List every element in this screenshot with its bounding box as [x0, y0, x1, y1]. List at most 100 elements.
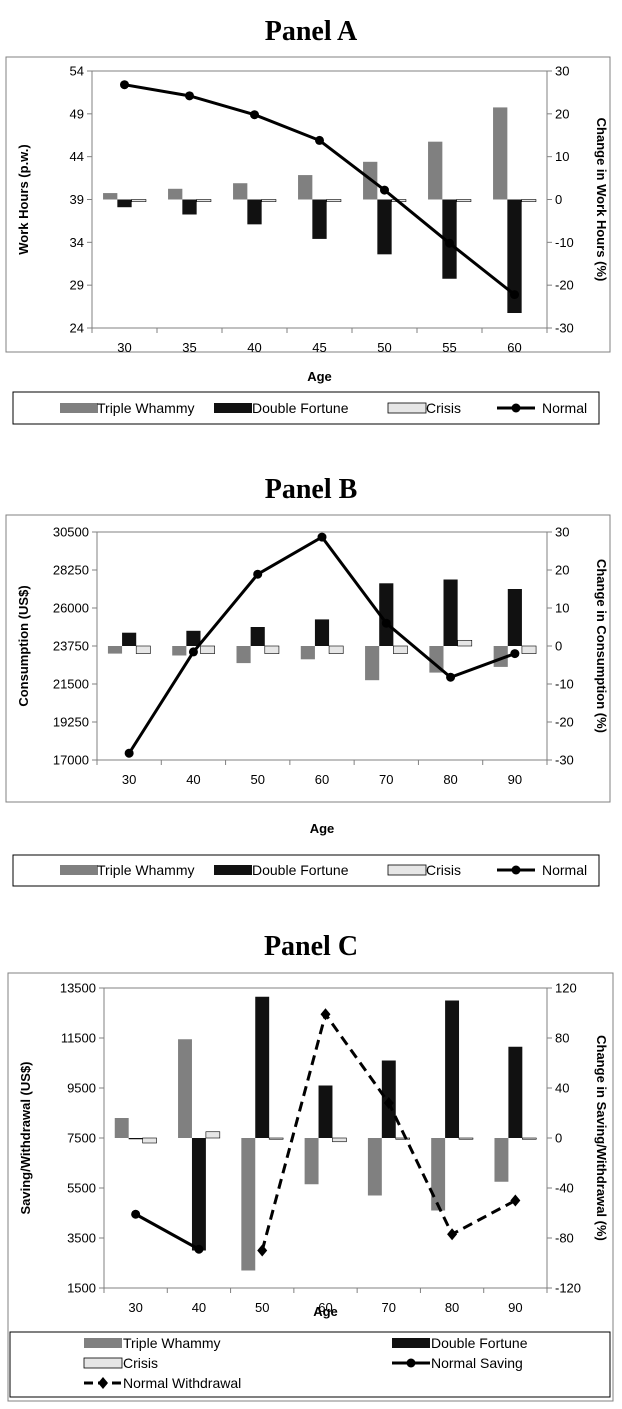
x-tick-label: 30: [117, 340, 131, 355]
bar-crisis: [521, 199, 537, 202]
x-axis-label: Age: [313, 1304, 338, 1319]
bar-crisis: [131, 199, 147, 202]
x-axis-label: Age: [307, 369, 332, 384]
left-tick-label: 30500: [53, 525, 89, 540]
right-tick-label: -10: [555, 677, 574, 692]
bar-crisis: [142, 1137, 157, 1144]
bar-crisis: [393, 645, 408, 654]
right-tick-label: -40: [555, 1181, 574, 1196]
legend-symbol-1: [214, 865, 252, 875]
bar-triple-whammy: [233, 183, 248, 200]
legend-symbol-0: [60, 865, 98, 875]
x-tick-label: 50: [255, 1300, 269, 1315]
bar-double-fortune: [117, 199, 132, 208]
legend-symbol-1: [392, 1338, 430, 1348]
left-tick-label: 49: [70, 106, 84, 121]
x-tick-label: 50: [377, 340, 391, 355]
legend-symbol-2: [387, 402, 427, 414]
legend-symbol-2: [387, 864, 427, 876]
right-tick-label: 20: [555, 106, 569, 121]
bar-double-fortune: [122, 632, 137, 646]
bar-crisis: [205, 1131, 221, 1139]
left-tick-label: 5500: [67, 1181, 96, 1196]
legend-label: Crisis: [426, 400, 461, 416]
bar-double-fortune: [507, 589, 522, 646]
bar-double-fortune: [247, 199, 262, 225]
bar-double-fortune: [379, 583, 394, 646]
series-line-normal-saving: [134, 1212, 200, 1251]
left-tick-label: 23750: [53, 639, 89, 654]
left-tick-label: 7500: [67, 1131, 96, 1146]
legend-symbol-0: [84, 1338, 122, 1348]
point-normal: [510, 290, 519, 300]
point-normal: [250, 110, 259, 120]
bar-crisis: [458, 1137, 474, 1140]
bar-triple-whammy: [103, 193, 118, 200]
right-tick-label: 30: [555, 525, 569, 540]
left-tick-label: 34: [70, 235, 84, 250]
point-normal: [317, 532, 327, 542]
x-tick-label: 30: [122, 772, 136, 787]
bar-triple-whammy: [236, 646, 251, 664]
point-normal: [120, 80, 129, 90]
right-tick-label: 20: [555, 563, 569, 578]
x-tick-label: 60: [315, 772, 329, 787]
x-tick-label: 70: [379, 772, 393, 787]
x-tick-label: 40: [247, 340, 261, 355]
bar-double-fortune: [186, 630, 201, 646]
panel-title: Panel A: [265, 16, 358, 47]
bar-triple-whammy: [367, 1138, 382, 1196]
left-tick-label: 54: [70, 64, 84, 79]
bar-triple-whammy: [107, 646, 123, 654]
legend-label: Double Fortune: [252, 400, 349, 416]
x-tick-label: 90: [508, 772, 522, 787]
bar-triple-whammy: [114, 1118, 129, 1138]
legend-label: Normal: [542, 862, 587, 878]
bar-triple-whammy: [172, 646, 187, 656]
right-tick-label: 80: [555, 1031, 569, 1046]
point-normal-withdrawal: [447, 1228, 458, 1241]
bar-triple-whammy: [493, 107, 508, 200]
x-tick-label: 80: [443, 772, 457, 787]
chart-0: Panel A 24 29 34 39 44 49 54 -30 -20 -10 0 10 20 30 30 3…: [5, 16, 611, 425]
bar-triple-whammy: [168, 188, 183, 200]
bar-triple-whammy: [298, 175, 313, 200]
right-tick-label: -20: [555, 715, 574, 730]
legend-symbol-2: [83, 1357, 123, 1369]
point-normal: [315, 135, 324, 145]
x-tick-label: 55: [442, 340, 456, 355]
legend-label: Crisis: [426, 862, 461, 878]
x-tick-label: 90: [508, 1300, 522, 1315]
bar-double-fortune: [508, 1046, 523, 1138]
x-tick-label: 40: [186, 772, 200, 787]
x-tick-label: 60: [507, 340, 521, 355]
x-tick-label: 50: [250, 772, 264, 787]
y2-axis-label: Change in Consumption (%): [594, 559, 609, 733]
legend-label: Triple Whammy: [123, 1335, 221, 1351]
y-axis-label: Work Hours (p.w.): [16, 144, 31, 255]
right-tick-label: 10: [555, 601, 569, 616]
point-normal: [185, 91, 194, 101]
bar-crisis: [522, 1137, 537, 1140]
bar-triple-whammy: [241, 1138, 256, 1271]
x-tick-label: 80: [445, 1300, 459, 1315]
bar-double-fortune: [128, 1138, 143, 1140]
legend-symbol-3: [406, 1358, 416, 1368]
y2-axis-label: Change in Saving/Withdrawal (%): [594, 1035, 609, 1241]
point-normal: [124, 748, 134, 758]
right-tick-label: 0: [555, 639, 562, 654]
right-tick-label: 0: [555, 192, 562, 207]
bar-double-fortune: [314, 619, 330, 646]
bar-crisis: [521, 645, 537, 654]
y2-axis-label: Change in Work Hours (%): [594, 118, 609, 282]
y-axis-label: Saving/Withdrawal (US$): [18, 1061, 33, 1214]
bar-crisis: [268, 1137, 284, 1140]
bar-crisis: [456, 199, 472, 202]
right-tick-label: 10: [555, 149, 569, 164]
left-tick-label: 28250: [53, 563, 89, 578]
left-tick-label: 39: [70, 192, 84, 207]
bar-crisis: [264, 645, 280, 654]
bar-double-fortune: [191, 1138, 206, 1251]
point-normal-withdrawal: [510, 1194, 521, 1207]
